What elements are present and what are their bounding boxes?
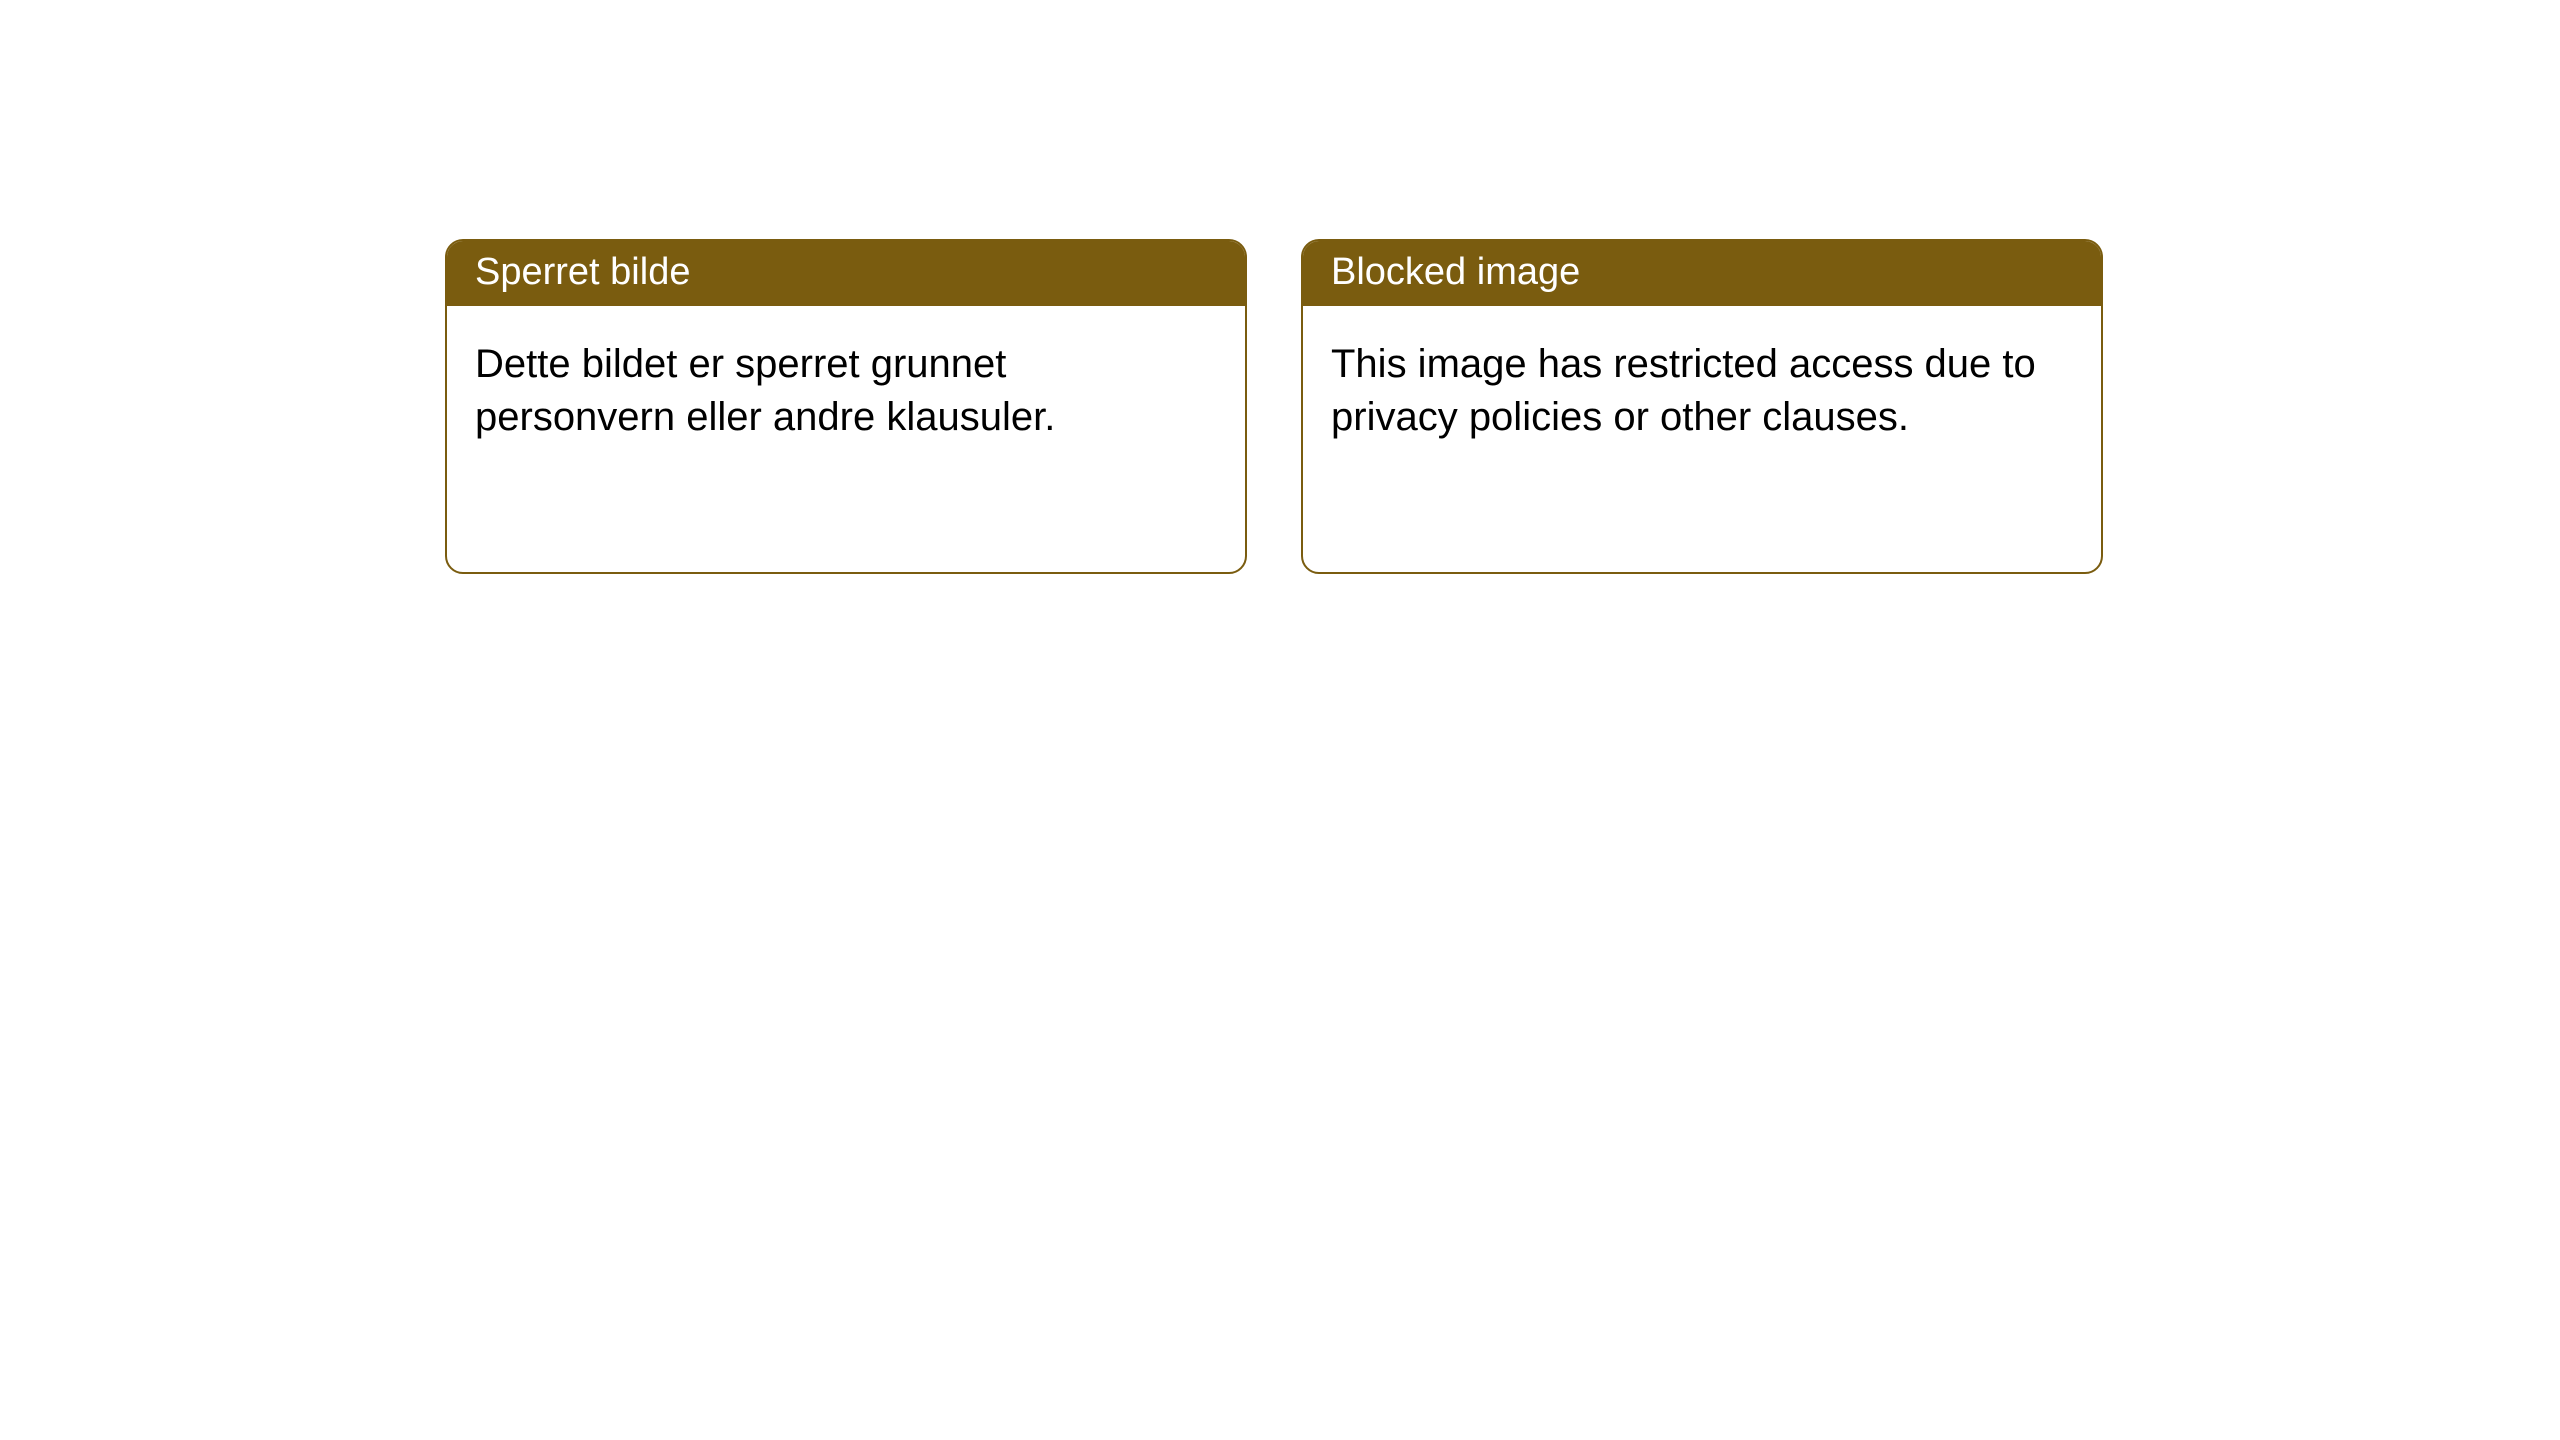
notice-header: Sperret bilde: [447, 241, 1245, 306]
notice-container: Sperret bilde Dette bildet er sperret gr…: [0, 0, 2560, 574]
notice-body: This image has restricted access due to …: [1303, 306, 2101, 476]
notice-card-norwegian: Sperret bilde Dette bildet er sperret gr…: [445, 239, 1247, 574]
notice-header: Blocked image: [1303, 241, 2101, 306]
notice-card-english: Blocked image This image has restricted …: [1301, 239, 2103, 574]
notice-body: Dette bildet er sperret grunnet personve…: [447, 306, 1245, 476]
